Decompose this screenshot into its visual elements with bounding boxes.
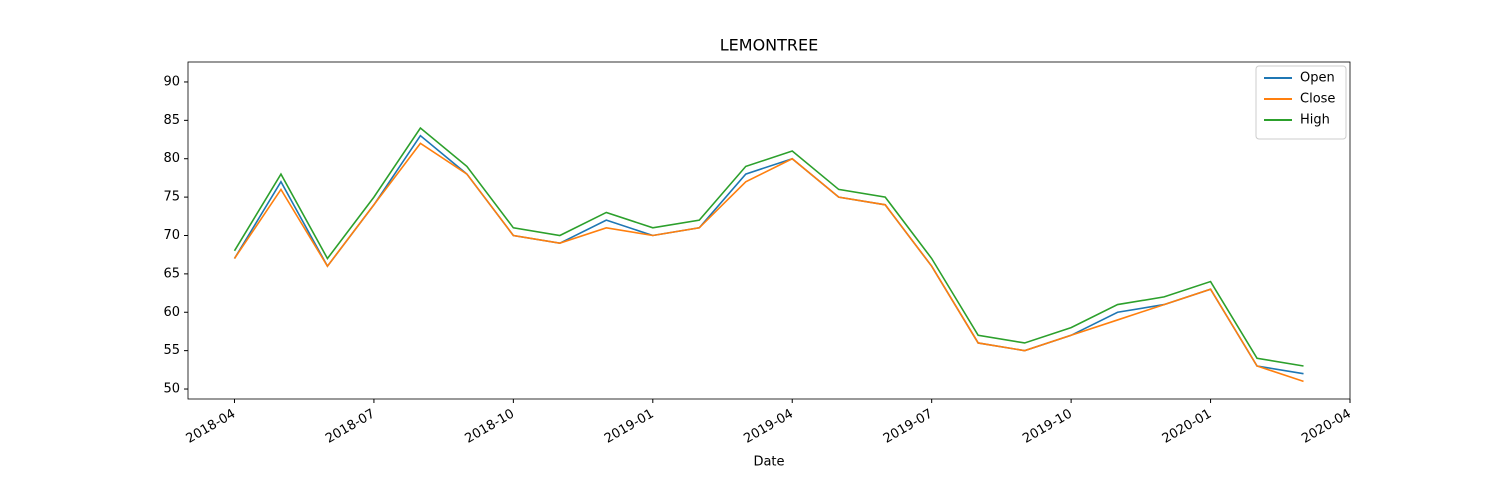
x-tick-label: 2020-04	[1299, 407, 1354, 447]
x-tick-label: 2019-10	[1020, 407, 1075, 447]
series-line	[233, 142, 1304, 383]
y-tick-label: 60	[163, 305, 180, 320]
x-tick-label: 2018-10	[463, 407, 518, 447]
y-tick-label: 70	[163, 228, 180, 243]
x-tick-label: 2018-04	[184, 407, 239, 447]
x-tick-label: 2019-04	[741, 407, 796, 447]
y-tick-label: 65	[163, 266, 180, 281]
y-tick-label: 55	[163, 343, 180, 358]
legend-label: Close	[1300, 92, 1335, 107]
x-axis-label: Date	[753, 455, 784, 470]
x-tick-label: 2018-07	[323, 407, 378, 447]
y-tick-label: 75	[163, 190, 180, 205]
x-tick-label: 2019-01	[602, 407, 657, 447]
legend-label: Open	[1300, 71, 1335, 86]
y-tick-label: 85	[163, 113, 180, 128]
y-tick-label: 80	[163, 151, 180, 166]
plot-frame	[187, 61, 1351, 400]
y-tick-label: 90	[163, 74, 180, 89]
series-line	[233, 126, 1304, 367]
legend-label: High	[1300, 113, 1330, 128]
chart-title: LEMONTREE	[720, 36, 819, 55]
series-line	[233, 134, 1304, 375]
x-tick-label: 2019-07	[881, 407, 936, 447]
y-tick-label: 50	[163, 382, 180, 397]
x-tick-label: 2020-01	[1160, 407, 1215, 447]
